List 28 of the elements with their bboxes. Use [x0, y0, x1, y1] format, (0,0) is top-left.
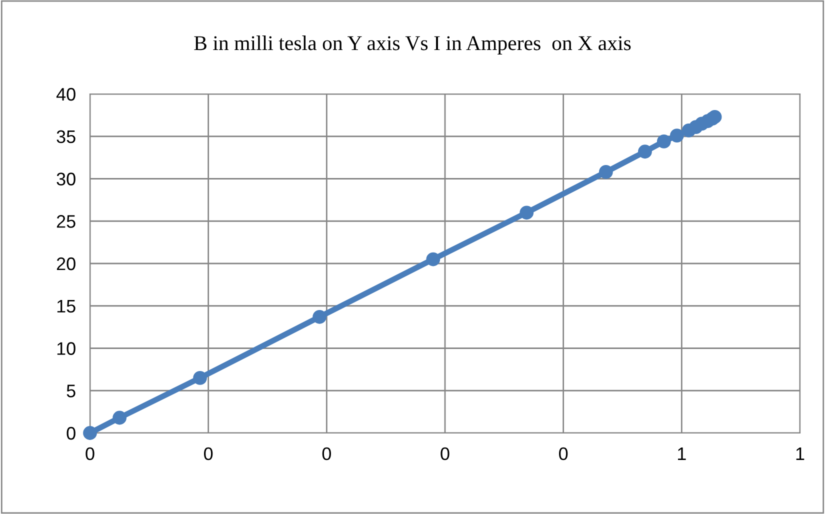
x-tick-label: 0 [440, 447, 450, 460]
y-tick-label: 10 [57, 342, 76, 355]
y-tick-label: 35 [56, 130, 76, 144]
x-tick-label: 0 [559, 447, 568, 460]
x-tick-label: 0 [204, 447, 213, 460]
chart-title: B in milli tesla on Y axis Vs I in Amperes on X axis [194, 36, 631, 54]
point [656, 134, 671, 148]
point [638, 144, 652, 159]
point [598, 165, 613, 179]
x-tick-label: 1 [796, 448, 804, 460]
x-tick-label: 0 [86, 447, 94, 460]
y-tick-label: 20 [56, 257, 76, 270]
y-tick-label: 30 [56, 172, 76, 186]
point [426, 252, 440, 266]
point [83, 426, 97, 440]
y-tick-label: 5 [66, 384, 76, 398]
y-tick-label: 40 [56, 88, 76, 101]
y-tick-label: 25 [56, 215, 76, 228]
y-tick-label: 15 [57, 300, 76, 313]
y-tick-label: 0 [66, 426, 76, 440]
point [312, 310, 327, 324]
point [112, 410, 127, 425]
x-tick-label: 0 [322, 447, 331, 460]
point [670, 128, 684, 142]
point [520, 206, 534, 220]
x-tick-label: 1 [678, 448, 686, 460]
point [708, 110, 722, 124]
point [193, 370, 207, 385]
